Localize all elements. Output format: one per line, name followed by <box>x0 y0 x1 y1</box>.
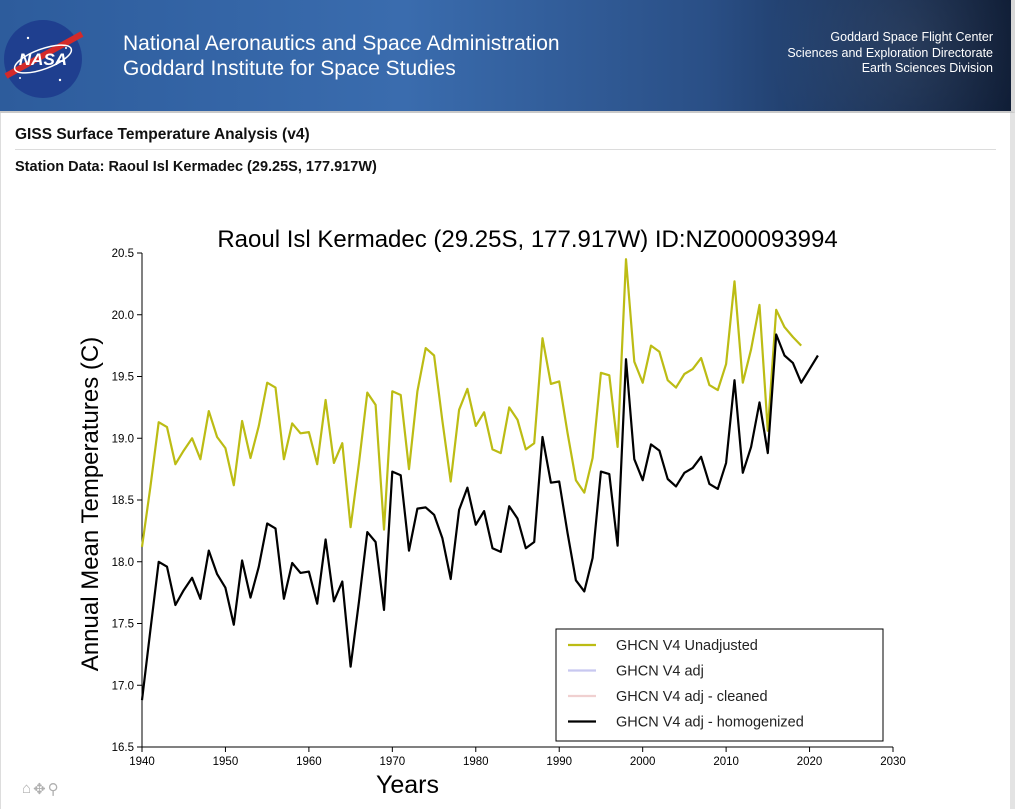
header-banner: NASA National Aeronautics and Space Admi… <box>0 0 1015 113</box>
x-tick-label: 1980 <box>463 756 489 768</box>
legend-label-3: GHCN V4 adj - homogenized <box>616 715 804 731</box>
division-block: Goddard Space Flight Center Sciences and… <box>787 30 993 77</box>
legend-label-1: GHCN V4 adj <box>616 664 704 680</box>
legend-label-2: GHCN V4 adj - cleaned <box>616 689 768 705</box>
x-tick-label: 1940 <box>129 756 155 768</box>
content-frame <box>0 113 1015 809</box>
plot-toolbar: ⌂ ✥ ⚲ <box>22 780 59 798</box>
banner-backdrop <box>681 0 1011 111</box>
x-tick-label: 1990 <box>546 756 572 768</box>
y-axis-label: Annual Mean Temperatures (C) <box>77 337 104 671</box>
division-line-3[interactable]: Earth Sciences Division <box>861 61 993 75</box>
legend-box <box>555 628 884 742</box>
x-tick-label: 2000 <box>630 756 656 768</box>
institute-name[interactable]: Goddard Institute for Space Studies <box>123 57 456 80</box>
nasa-logo[interactable]: NASA <box>2 18 84 100</box>
chart-title: Raoul Isl Kermadec (29.25S, 177.917W) ID… <box>217 226 837 253</box>
station-label: Station Data: Raoul Isl Kermadec (29.25S… <box>15 159 377 175</box>
x-tick-label: 2010 <box>713 756 739 768</box>
y-tick-label: 20.5 <box>112 248 134 260</box>
y-tick-label: 19.0 <box>112 433 134 445</box>
home-icon[interactable]: ⌂ <box>22 780 32 797</box>
nasa-logo-text: NASA <box>19 50 67 69</box>
page-title: GISS Surface Temperature Analysis (v4) <box>15 126 310 143</box>
x-tick-label: 1970 <box>380 756 406 768</box>
legend-label-0: GHCN V4 Unadjusted <box>616 638 758 654</box>
y-tick-label: 18.5 <box>112 495 134 507</box>
y-tick-label: 18.0 <box>112 557 134 569</box>
y-tick-label: 20.0 <box>112 310 134 322</box>
x-tick-label: 2020 <box>797 756 823 768</box>
y-tick-label: 16.5 <box>112 742 134 754</box>
pan-icon[interactable]: ✥ <box>33 781 46 798</box>
y-tick-label: 17.5 <box>112 619 134 631</box>
temperature-chart: Raoul Isl Kermadec (29.25S, 177.917W) ID… <box>77 226 906 799</box>
x-axis-label: Years <box>376 771 439 799</box>
x-tick-label: 1950 <box>213 756 239 768</box>
zoom-icon[interactable]: ⚲ <box>47 781 59 798</box>
series-line-0 <box>140 258 802 548</box>
x-tick-label: 2030 <box>880 756 906 768</box>
series-line-3 <box>140 333 819 701</box>
y-tick-label: 17.0 <box>112 680 134 692</box>
title-divider <box>15 149 996 150</box>
x-tick-label: 1960 <box>296 756 322 768</box>
agency-name[interactable]: National Aeronautics and Space Administr… <box>123 32 560 55</box>
division-line-1[interactable]: Goddard Space Flight Center <box>830 30 993 44</box>
y-tick-label: 19.5 <box>112 372 134 384</box>
agency-block: National Aeronautics and Space Administr… <box>123 31 560 81</box>
division-line-2[interactable]: Sciences and Exploration Directorate <box>787 45 993 60</box>
